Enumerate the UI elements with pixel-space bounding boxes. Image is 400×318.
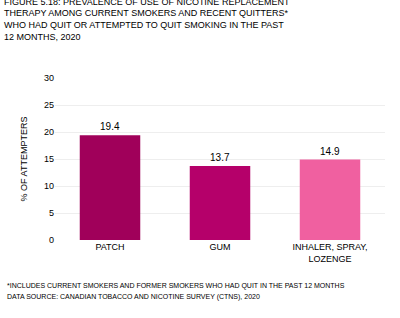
svg-text:25: 25 [44, 100, 54, 110]
svg-text:15: 15 [44, 154, 54, 164]
svg-text:*INCLUDES CURRENT SMOKERS AND: *INCLUDES CURRENT SMOKERS AND FORMER SMO… [7, 282, 345, 290]
svg-text:10: 10 [44, 181, 54, 191]
svg-text:INHALER, SPRAY,LOZENGE: INHALER, SPRAY,LOZENGE [292, 242, 367, 264]
svg-text:% OF ATTEMPTERS: % OF ATTEMPTERS [19, 117, 29, 202]
svg-text:FIGURE 5.18: PREVALENCE OF USE: FIGURE 5.18: PREVALENCE OF USE OF NICOTI… [4, 0, 290, 42]
svg-text:14.9: 14.9 [320, 146, 340, 157]
svg-text:20: 20 [44, 127, 54, 137]
svg-text:PATCH: PATCH [95, 242, 124, 252]
svg-text:GUM: GUM [210, 242, 231, 252]
svg-text:30: 30 [44, 73, 54, 83]
svg-text:13.7: 13.7 [210, 152, 230, 163]
svg-text:5: 5 [49, 208, 54, 218]
svg-text:DATA SOURCE: CANADIAN TOBACCO: DATA SOURCE: CANADIAN TOBACCO AND NICOTI… [7, 293, 260, 301]
svg-text:0: 0 [49, 235, 54, 245]
svg-text:19.4: 19.4 [100, 121, 120, 132]
